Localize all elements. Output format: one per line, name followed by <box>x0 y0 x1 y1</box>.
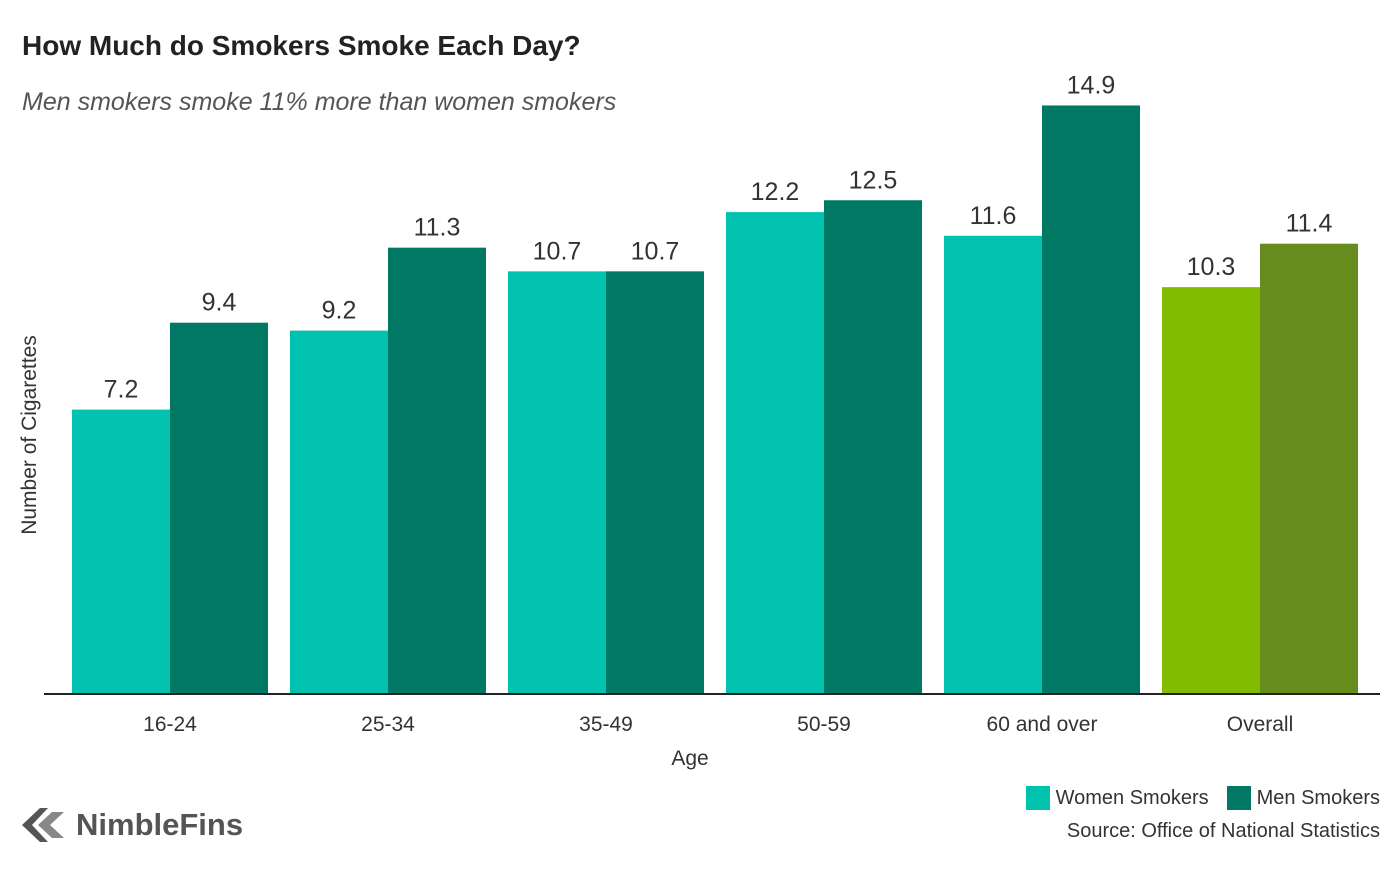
bar-men-2 <box>606 271 704 694</box>
bar-men-4 <box>1042 105 1140 694</box>
x-tick-label-3: 50-59 <box>797 713 851 736</box>
legend-label-men: Men Smokers <box>1256 786 1380 809</box>
value-label-women-5: 10.3 <box>1187 253 1236 281</box>
legend-label-women: Women Smokers <box>1055 786 1209 809</box>
x-axis-title: Age <box>671 747 708 770</box>
bar-men-1 <box>388 247 486 694</box>
x-tick-label-1: 25-34 <box>361 713 415 736</box>
ticks-layer: 16-24 25-34 35-49 50-59 60 and over Overall <box>143 713 1293 736</box>
legend-item-women: Women Smokers <box>1025 786 1209 810</box>
y-axis-title: Number of Cigarettes <box>18 335 41 535</box>
value-label-women-2: 10.7 <box>533 237 582 265</box>
x-tick-label-4: 60 and over <box>987 713 1098 736</box>
nimblefins-logo-icon <box>22 808 64 842</box>
labels-layer: 7.2 9.4 9.2 11.3 10.7 10.7 12.2 12.5 11.6 14.9 10.… <box>104 71 1333 403</box>
x-tick-label-5: Overall <box>1227 713 1294 736</box>
value-label-men-3: 12.5 <box>849 166 898 194</box>
value-label-women-4: 11.6 <box>970 202 1017 230</box>
x-tick-label-0: 16-24 <box>143 713 197 736</box>
bar-men-0 <box>170 322 268 694</box>
source-note: Source: Office of National Statistics <box>1066 820 1380 842</box>
value-label-men-1: 11.3 <box>414 214 461 242</box>
bar-women-0 <box>72 409 170 694</box>
bar-women-5 <box>1162 287 1260 694</box>
bar-men-3 <box>824 200 922 694</box>
legend-item-men: Men Smokers <box>1226 786 1380 810</box>
value-label-women-3: 12.2 <box>751 178 800 206</box>
legend-swatch-men <box>1226 786 1251 810</box>
bar-men-5 <box>1260 243 1358 694</box>
bars-layer <box>72 105 1358 695</box>
x-tick-label-2: 35-49 <box>579 713 633 736</box>
brand-logo: NimbleFins <box>20 806 243 844</box>
value-label-women-0: 7.2 <box>104 376 139 404</box>
value-label-men-0: 9.4 <box>202 289 237 317</box>
bar-women-1 <box>290 330 388 694</box>
bar-women-4 <box>944 235 1042 695</box>
value-label-men-4: 14.9 <box>1067 71 1116 99</box>
legend-swatch-women <box>1025 786 1050 810</box>
bar-women-2 <box>508 271 606 694</box>
legend: Women Smokers Men Smokers <box>1008 786 1380 810</box>
brand-name: NimbleFins <box>76 807 244 842</box>
chart-subtitle: Men smokers smoke 11% more than women sm… <box>22 88 617 116</box>
value-label-women-1: 9.2 <box>322 297 357 325</box>
value-label-men-5: 11.4 <box>1286 210 1333 238</box>
bar-women-3 <box>726 212 824 694</box>
value-label-men-2: 10.7 <box>631 237 680 265</box>
chart-title: How Much do Smokers Smoke Each Day? <box>22 30 581 61</box>
